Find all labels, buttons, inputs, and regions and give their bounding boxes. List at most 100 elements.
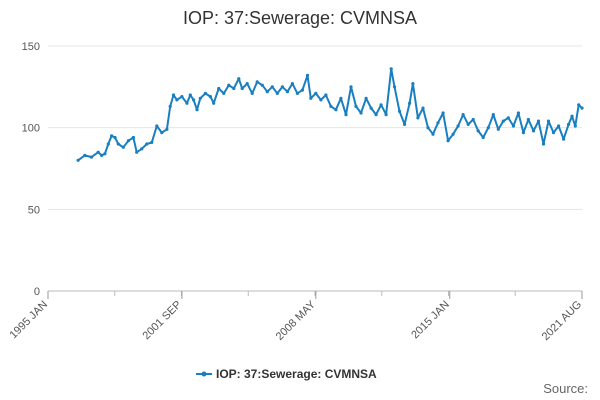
data-point	[501, 119, 505, 123]
series-layer	[76, 67, 584, 162]
data-point	[198, 96, 202, 100]
data-point	[446, 139, 450, 143]
data-point	[359, 111, 363, 115]
data-point	[222, 91, 226, 95]
data-point	[212, 101, 216, 105]
data-point	[121, 145, 125, 149]
data-point	[384, 113, 388, 117]
data-point	[416, 116, 420, 120]
data-point	[580, 106, 584, 110]
data-point	[76, 158, 80, 162]
y-tick-label: 0	[34, 286, 40, 298]
data-point	[83, 153, 87, 157]
data-point	[511, 124, 515, 128]
data-point	[531, 129, 536, 133]
data-point	[180, 95, 184, 99]
data-point	[551, 131, 556, 135]
data-point	[392, 85, 397, 89]
data-point	[126, 139, 130, 143]
data-point	[481, 135, 485, 140]
y-grid	[48, 45, 582, 292]
data-point	[290, 82, 294, 86]
legend-marker[interactable]	[201, 371, 207, 377]
data-point	[526, 117, 531, 122]
data-point	[451, 132, 455, 136]
data-point	[354, 104, 358, 108]
data-point	[275, 91, 279, 95]
data-point	[208, 95, 212, 99]
data-point	[116, 142, 120, 146]
data-point	[421, 106, 425, 110]
data-point	[349, 85, 353, 89]
data-point	[546, 119, 551, 123]
data-point	[217, 86, 221, 91]
data-point	[309, 96, 313, 100]
data-point	[270, 85, 274, 89]
legend-label[interactable]: IOP: 37:Sewerage: CVMNSA	[216, 367, 377, 381]
data-point	[285, 90, 289, 94]
data-point	[319, 98, 323, 102]
data-point	[185, 101, 189, 105]
x-tick-label: 2015 JAN	[409, 299, 452, 342]
data-point	[476, 129, 480, 133]
data-point	[557, 124, 561, 128]
x-tick-label: 2008 MAY	[274, 298, 319, 343]
data-point	[260, 83, 264, 87]
data-point	[431, 132, 435, 136]
data-point	[411, 82, 415, 86]
data-point	[471, 117, 475, 122]
data-point	[255, 80, 259, 84]
data-point	[305, 73, 310, 77]
data-point	[96, 150, 100, 154]
data-point	[570, 114, 574, 118]
data-point	[250, 91, 254, 95]
data-point	[577, 103, 581, 107]
data-point	[245, 82, 249, 86]
data-point	[344, 113, 348, 117]
data-point	[232, 86, 236, 91]
y-axis: 0 50 100 150	[22, 41, 40, 298]
data-point	[195, 108, 199, 112]
data-point	[150, 140, 154, 144]
data-point	[324, 93, 328, 97]
data-point	[369, 106, 373, 110]
y-tick-label: 100	[22, 123, 40, 135]
data-point	[89, 155, 94, 159]
data-point	[155, 124, 159, 128]
data-point	[131, 135, 135, 140]
data-point	[379, 103, 383, 107]
data-point	[329, 104, 333, 108]
data-point	[408, 101, 412, 105]
data-point	[140, 147, 144, 151]
y-tick-label: 150	[22, 41, 40, 53]
data-point	[165, 127, 169, 131]
data-point	[188, 93, 192, 97]
data-point	[496, 127, 500, 131]
data-point	[203, 91, 207, 95]
data-point	[227, 83, 231, 87]
data-point	[536, 119, 541, 123]
y-tick-label: 50	[28, 204, 40, 216]
data-point	[521, 131, 526, 135]
x-tick-label: 2001 SEP	[141, 299, 185, 343]
data-point	[171, 93, 176, 97]
data-point	[237, 77, 241, 81]
data-point	[113, 135, 117, 140]
data-point	[334, 108, 338, 112]
data-point	[265, 90, 269, 94]
x-axis: 1995 JAN 2001 SEP 2008 MAY 2015 JAN 2021 AUG	[7, 291, 584, 343]
data-point	[295, 91, 299, 95]
data-point	[441, 111, 445, 115]
x-tick-label: 2021 AUG	[540, 299, 584, 343]
data-point	[506, 116, 510, 120]
data-point	[397, 109, 402, 113]
data-point	[314, 91, 318, 95]
data-point	[389, 67, 393, 71]
data-point	[106, 142, 110, 146]
data-point	[103, 152, 107, 156]
data-point	[364, 96, 368, 100]
data-point	[100, 153, 104, 157]
legend[interactable]: IOP: 37:Sewerage: CVMNSA	[196, 367, 377, 381]
data-point	[374, 113, 378, 117]
